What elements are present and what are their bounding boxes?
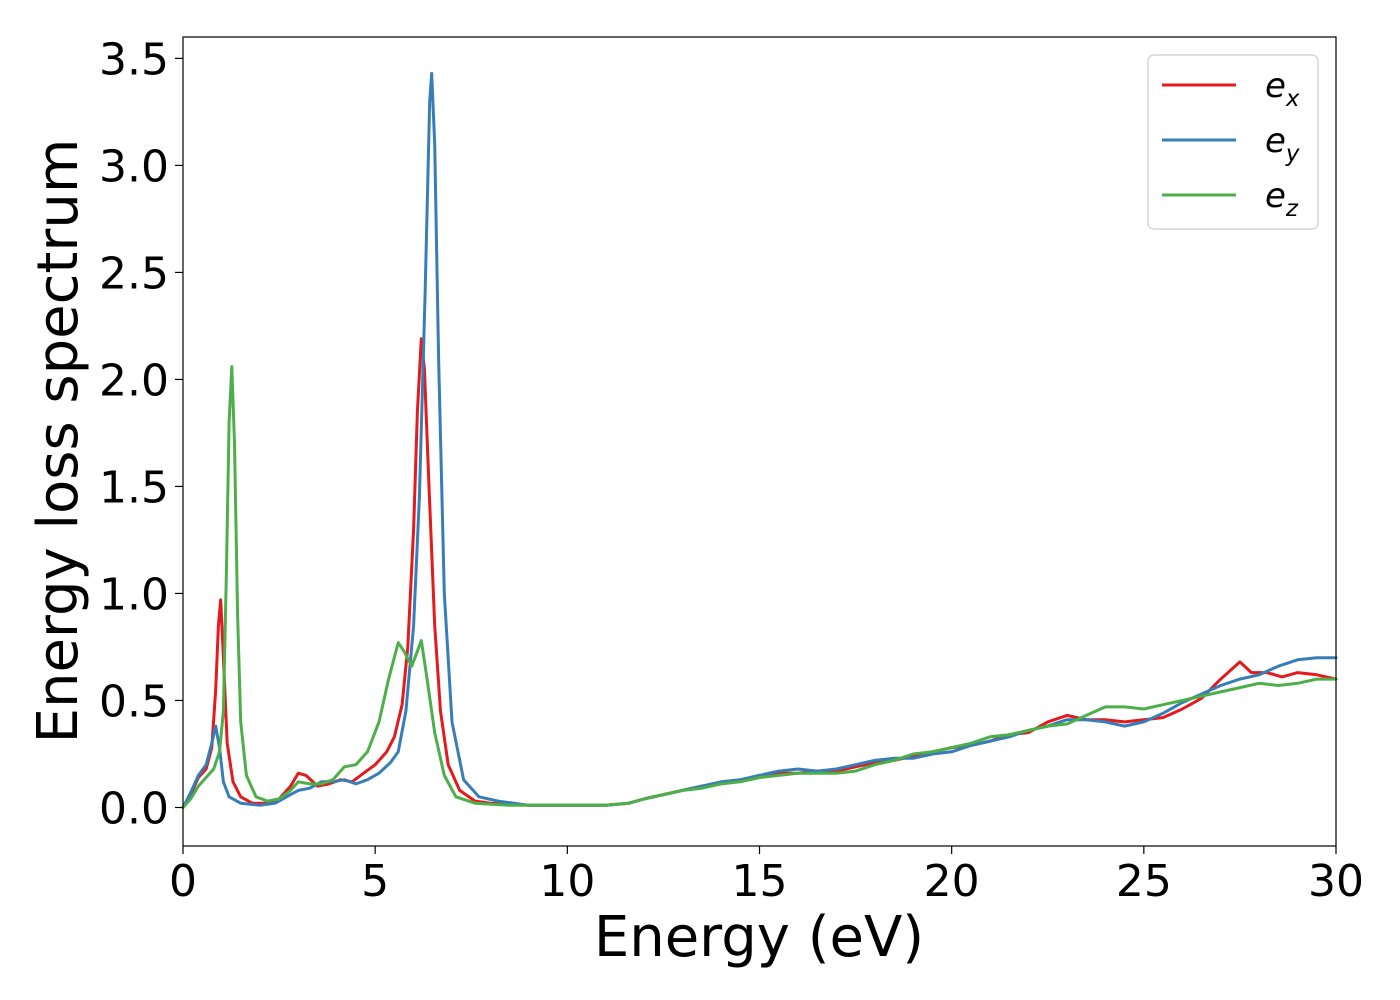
legend-box xyxy=(1147,54,1319,230)
y-tick-label: 2.5 xyxy=(99,248,169,299)
y-tick-label: 0.5 xyxy=(99,676,169,727)
x-tick-label: 5 xyxy=(361,856,389,907)
x-tick-label: 25 xyxy=(1116,856,1172,907)
legend-entries: ex ey ez xyxy=(1162,66,1300,222)
y-tick-label: 3.5 xyxy=(99,34,169,85)
series-line-z xyxy=(181,365,1338,809)
legend-label-y: ey xyxy=(1265,121,1300,167)
plot-background xyxy=(183,37,1336,846)
x-tick-label: 10 xyxy=(539,856,595,907)
x-axis-ticks: 0 5 10 15 20 25 30 xyxy=(169,846,1364,907)
x-tick-label: 15 xyxy=(732,856,788,907)
x-tick-label: 30 xyxy=(1308,856,1364,907)
y-tick-label: 3.0 xyxy=(99,141,169,192)
x-tick-label: 20 xyxy=(924,856,980,907)
y-tick-label: 0.0 xyxy=(99,783,169,834)
y-tick-label: 2.0 xyxy=(99,355,169,406)
y-axis-ticks: 0.0 0.5 1.0 1.5 2.0 2.5 3.0 3.5 xyxy=(99,34,183,834)
legend: ex ey ez xyxy=(1147,54,1319,230)
x-axis-label: Energy (eV) xyxy=(594,905,924,970)
legend-label-x: ex xyxy=(1265,66,1300,112)
y-tick-label: 1.0 xyxy=(99,569,169,620)
y-axis-label: Energy loss spectrum xyxy=(26,139,91,744)
series-layer xyxy=(181,71,1338,809)
x-tick-label: 0 xyxy=(169,856,197,907)
y-tick-label: 1.5 xyxy=(99,462,169,513)
legend-label-z: ez xyxy=(1265,176,1299,222)
